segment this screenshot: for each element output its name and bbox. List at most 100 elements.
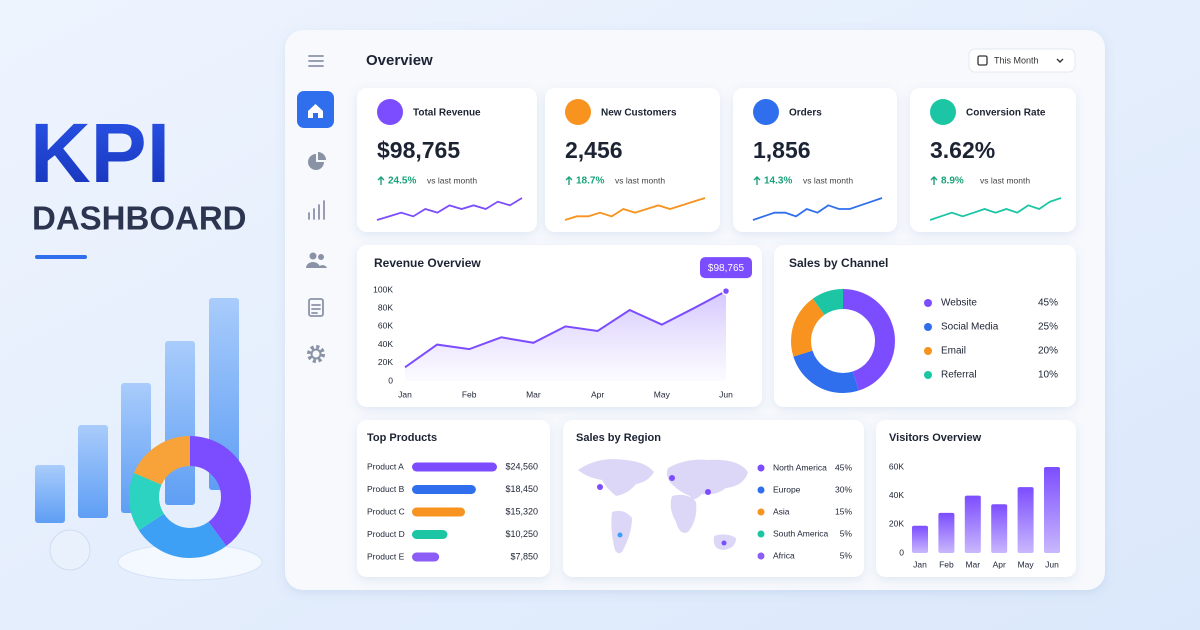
- value-label: $10,250: [505, 529, 538, 539]
- y-tick-label: 0: [899, 547, 904, 557]
- nav-pie[interactable]: [308, 154, 324, 170]
- donut-slice: [791, 289, 895, 393]
- legend-value: 45%: [1038, 298, 1058, 309]
- y-tick-label: 20K: [378, 357, 393, 367]
- kpi-label: New Customers: [601, 108, 677, 119]
- annotation: $98,765: [708, 263, 745, 274]
- nav-bars[interactable]: [308, 200, 325, 220]
- annotation-pill: [700, 257, 752, 279]
- x-tick-label: May: [654, 389, 671, 399]
- x-tick-label: Jan: [398, 389, 412, 399]
- kpi-note: vs last month: [427, 175, 477, 185]
- kpi-icon: [377, 99, 403, 125]
- bar: [938, 512, 955, 553]
- kpi-value: 2,456: [565, 137, 623, 163]
- legend-value: 25%: [1038, 322, 1058, 333]
- bar: [1044, 467, 1060, 553]
- legend-value: 10%: [1038, 370, 1058, 381]
- products-panel: [357, 420, 550, 577]
- bar: [412, 530, 448, 539]
- product-label: Product B: [367, 484, 405, 494]
- kpi-label: Conversion Rate: [966, 108, 1046, 119]
- x-tick-label: Mar: [965, 559, 980, 569]
- period-select[interactable]: This Month: [968, 48, 1076, 73]
- x-tick-label: Jun: [1045, 559, 1059, 569]
- panel-title: Sales by Channel: [789, 256, 888, 270]
- legend-dot: [924, 347, 932, 355]
- product-label: Product E: [367, 551, 405, 561]
- legend-dot: [924, 371, 932, 379]
- area: [405, 291, 726, 381]
- bar: [412, 552, 440, 562]
- up-arrow: [377, 176, 385, 185]
- x-tick-label: Apr: [591, 389, 604, 399]
- x-tick-label: Jan: [913, 559, 927, 569]
- world-map: [578, 459, 748, 554]
- x-tick-label: Mar: [526, 389, 541, 399]
- x-tick-label: Apr: [993, 559, 1006, 569]
- hero-title: KPI: [30, 106, 170, 200]
- hero-subtitle: DASHBOARD: [32, 200, 247, 237]
- legend-dot: [757, 508, 765, 516]
- bar: [412, 462, 497, 472]
- sidebar: [297, 55, 334, 363]
- kpi-change: 14.3%: [764, 176, 792, 187]
- kpi-note: vs last month: [980, 175, 1030, 185]
- point: [721, 286, 731, 296]
- region-value: 5%: [840, 550, 853, 560]
- panel-title: Visitors Overview: [889, 432, 982, 444]
- up-arrow: [930, 176, 938, 185]
- region-label: Africa: [773, 550, 795, 560]
- legend-label: Social Media: [941, 322, 999, 333]
- kpi-value: 3.62%: [930, 137, 995, 163]
- kpi-icon: [565, 99, 591, 125]
- hero-illustration: [35, 298, 263, 581]
- kpi-value: $98,765: [377, 137, 460, 163]
- kpi-card: [733, 88, 897, 232]
- y-tick-label: 40K: [889, 490, 904, 500]
- y-tick-label: 20K: [889, 519, 904, 529]
- legend-dot: [757, 486, 765, 494]
- region-value: 5%: [840, 528, 853, 538]
- x-tick-label: Jun: [719, 389, 733, 399]
- legend-label: Email: [941, 346, 966, 357]
- region-label: North America: [773, 462, 827, 472]
- nav-settings[interactable]: [307, 345, 325, 363]
- sparkline: [929, 197, 1062, 221]
- sparkline: [376, 197, 523, 221]
- value-label: $7,850: [510, 551, 538, 561]
- bar: [1017, 487, 1034, 553]
- legend-dot: [924, 299, 932, 307]
- up-arrow: [753, 176, 761, 185]
- nav-users[interactable]: [306, 252, 327, 269]
- kpi-label: Orders: [789, 108, 822, 119]
- legend-label: Website: [941, 298, 977, 309]
- legend-dot: [757, 464, 765, 472]
- legend-value: 20%: [1038, 346, 1058, 357]
- legend-dot: [924, 323, 932, 331]
- kpi-label: Total Revenue: [413, 108, 481, 119]
- sparkline: [752, 197, 883, 221]
- value-label: $15,320: [505, 506, 538, 516]
- legend-label: Referral: [941, 370, 977, 381]
- panel-title: Revenue Overview: [374, 256, 481, 270]
- page-title: Overview: [366, 52, 433, 69]
- legend-dot: [757, 552, 765, 560]
- kpi-change: 24.5%: [388, 176, 416, 187]
- panel-title: Sales by Region: [576, 432, 661, 444]
- sparkline: [564, 197, 706, 221]
- hero-underline: [35, 255, 87, 259]
- bar: [964, 495, 981, 553]
- bar: [991, 504, 1008, 553]
- nav-docs[interactable]: [308, 298, 324, 317]
- value-label: $18,450: [505, 484, 538, 494]
- donut-slice: [791, 289, 895, 393]
- bar: [412, 485, 476, 494]
- line: [404, 290, 727, 369]
- x-tick-label: Feb: [939, 559, 954, 569]
- y-tick-label: 100K: [373, 284, 393, 294]
- legend-dot: [757, 530, 765, 538]
- value-label: $24,560: [505, 461, 538, 471]
